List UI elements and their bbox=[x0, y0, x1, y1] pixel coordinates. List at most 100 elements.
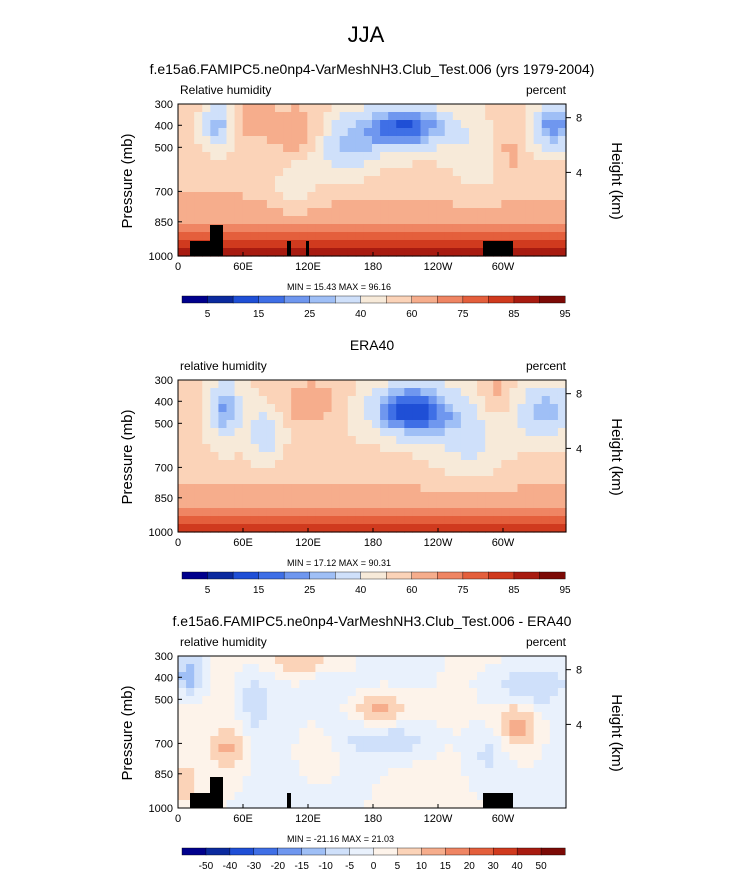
heatmap-cell bbox=[460, 396, 470, 405]
heatmap-cell bbox=[557, 396, 567, 405]
heatmap-cell bbox=[218, 200, 228, 209]
heatmap-cell bbox=[493, 484, 502, 493]
heatmap-cell bbox=[363, 524, 373, 533]
heatmap-cell bbox=[509, 396, 519, 405]
heatmap-cell bbox=[258, 224, 268, 233]
heatmap-cell bbox=[194, 452, 203, 461]
y-tick-label: 1000 bbox=[149, 251, 173, 263]
heatmap-cell bbox=[541, 412, 551, 421]
heatmap-cell bbox=[258, 736, 268, 745]
heatmap-cell bbox=[485, 152, 494, 161]
heatmap-cell bbox=[315, 712, 325, 721]
heatmap-cell bbox=[372, 664, 381, 673]
heatmap-cell bbox=[452, 468, 462, 477]
heatmap-cell bbox=[396, 768, 405, 777]
heatmap-cell bbox=[533, 192, 543, 201]
heatmap-cell bbox=[501, 128, 511, 137]
heatmap-cell bbox=[202, 492, 211, 501]
heatmap-cell bbox=[420, 696, 430, 705]
heatmap-cell bbox=[194, 200, 203, 209]
heatmap-cell bbox=[533, 224, 543, 233]
heatmap-cell bbox=[202, 680, 211, 689]
heatmap-cell bbox=[275, 240, 284, 249]
heatmap-cell bbox=[242, 784, 252, 793]
heatmap-cell bbox=[258, 704, 268, 713]
heatmap-cell bbox=[234, 468, 244, 477]
heatmap-cell bbox=[283, 524, 292, 533]
heatmap-cell bbox=[509, 712, 519, 721]
heatmap-cell bbox=[477, 664, 486, 673]
heatmap-cell bbox=[436, 136, 446, 145]
heatmap-cell bbox=[323, 468, 333, 477]
heatmap-cell bbox=[323, 404, 333, 413]
heatmap-cell bbox=[549, 216, 559, 225]
heatmap-cell bbox=[339, 688, 349, 697]
heatmap-cell bbox=[226, 136, 236, 145]
heatmap-cell bbox=[355, 152, 365, 161]
heatmap-cell bbox=[412, 176, 422, 185]
heatmap-cell bbox=[226, 428, 236, 437]
heatmap-cell bbox=[557, 232, 567, 241]
heatmap-cell bbox=[412, 104, 422, 113]
heatmap-cell bbox=[315, 760, 325, 769]
heatmap-cell bbox=[485, 752, 494, 761]
heatmap-cell bbox=[372, 120, 381, 129]
heatmap-cell bbox=[485, 664, 494, 673]
heatmap-cell bbox=[250, 412, 260, 421]
heatmap-cell bbox=[202, 136, 211, 145]
heatmap-cell bbox=[178, 168, 187, 177]
heatmap-cell bbox=[307, 792, 317, 801]
heatmap-cell bbox=[178, 720, 187, 729]
heatmap-cell bbox=[485, 688, 494, 697]
heatmap-cell bbox=[444, 508, 454, 517]
heatmap-cell bbox=[525, 460, 535, 469]
heatmap-cell bbox=[501, 136, 511, 145]
colorbar-label: 95 bbox=[559, 309, 571, 320]
heatmap-cell bbox=[307, 160, 317, 169]
heatmap-cell bbox=[226, 800, 236, 809]
heatmap-cell bbox=[372, 168, 381, 177]
heatmap-cell bbox=[242, 420, 252, 429]
heatmap-cell bbox=[412, 760, 422, 769]
heatmap-cell bbox=[186, 168, 195, 177]
heatmap-cell bbox=[428, 404, 438, 413]
heatmap-cell bbox=[250, 160, 260, 169]
heatmap-cell bbox=[266, 128, 276, 137]
heatmap-cell bbox=[396, 476, 405, 485]
heatmap-cell bbox=[363, 484, 373, 493]
heatmap-cell bbox=[323, 128, 333, 137]
heatmap-cell bbox=[549, 656, 559, 665]
heatmap-cell bbox=[258, 136, 268, 145]
heatmap-cell bbox=[404, 792, 414, 801]
heatmap-cell bbox=[250, 104, 260, 113]
heatmap-cell bbox=[557, 380, 567, 389]
heatmap-cell bbox=[242, 792, 252, 801]
heatmap-cell bbox=[339, 516, 349, 525]
colorbar-swatch bbox=[205, 847, 231, 856]
heatmap-cell bbox=[388, 508, 397, 517]
heatmap-cell bbox=[452, 216, 462, 225]
heatmap-cell bbox=[339, 776, 349, 785]
heatmap-cell bbox=[291, 492, 300, 501]
heatmap-cell bbox=[380, 396, 389, 405]
heatmap-cell bbox=[323, 396, 333, 405]
heatmap-cell bbox=[307, 208, 317, 217]
heatmap-cell bbox=[469, 232, 478, 241]
heatmap-cell bbox=[436, 104, 446, 113]
heatmap-cell bbox=[517, 136, 527, 145]
heatmap-cell bbox=[283, 476, 292, 485]
heatmap-cell bbox=[557, 704, 567, 713]
heatmap-cell bbox=[452, 688, 462, 697]
heatmap-cell bbox=[363, 192, 373, 201]
heatmap-cell bbox=[347, 720, 357, 729]
heatmap-cell bbox=[469, 500, 478, 509]
heatmap-cell bbox=[525, 184, 535, 193]
heatmap-cell bbox=[428, 492, 438, 501]
heatmap-cell bbox=[250, 452, 260, 461]
heatmap-cell bbox=[460, 792, 470, 801]
heatmap-cell bbox=[194, 168, 203, 177]
heatmap-cell bbox=[460, 776, 470, 785]
heatmap-cell bbox=[452, 224, 462, 233]
heatmap-cell bbox=[372, 696, 381, 705]
heatmap-cell bbox=[250, 500, 260, 509]
